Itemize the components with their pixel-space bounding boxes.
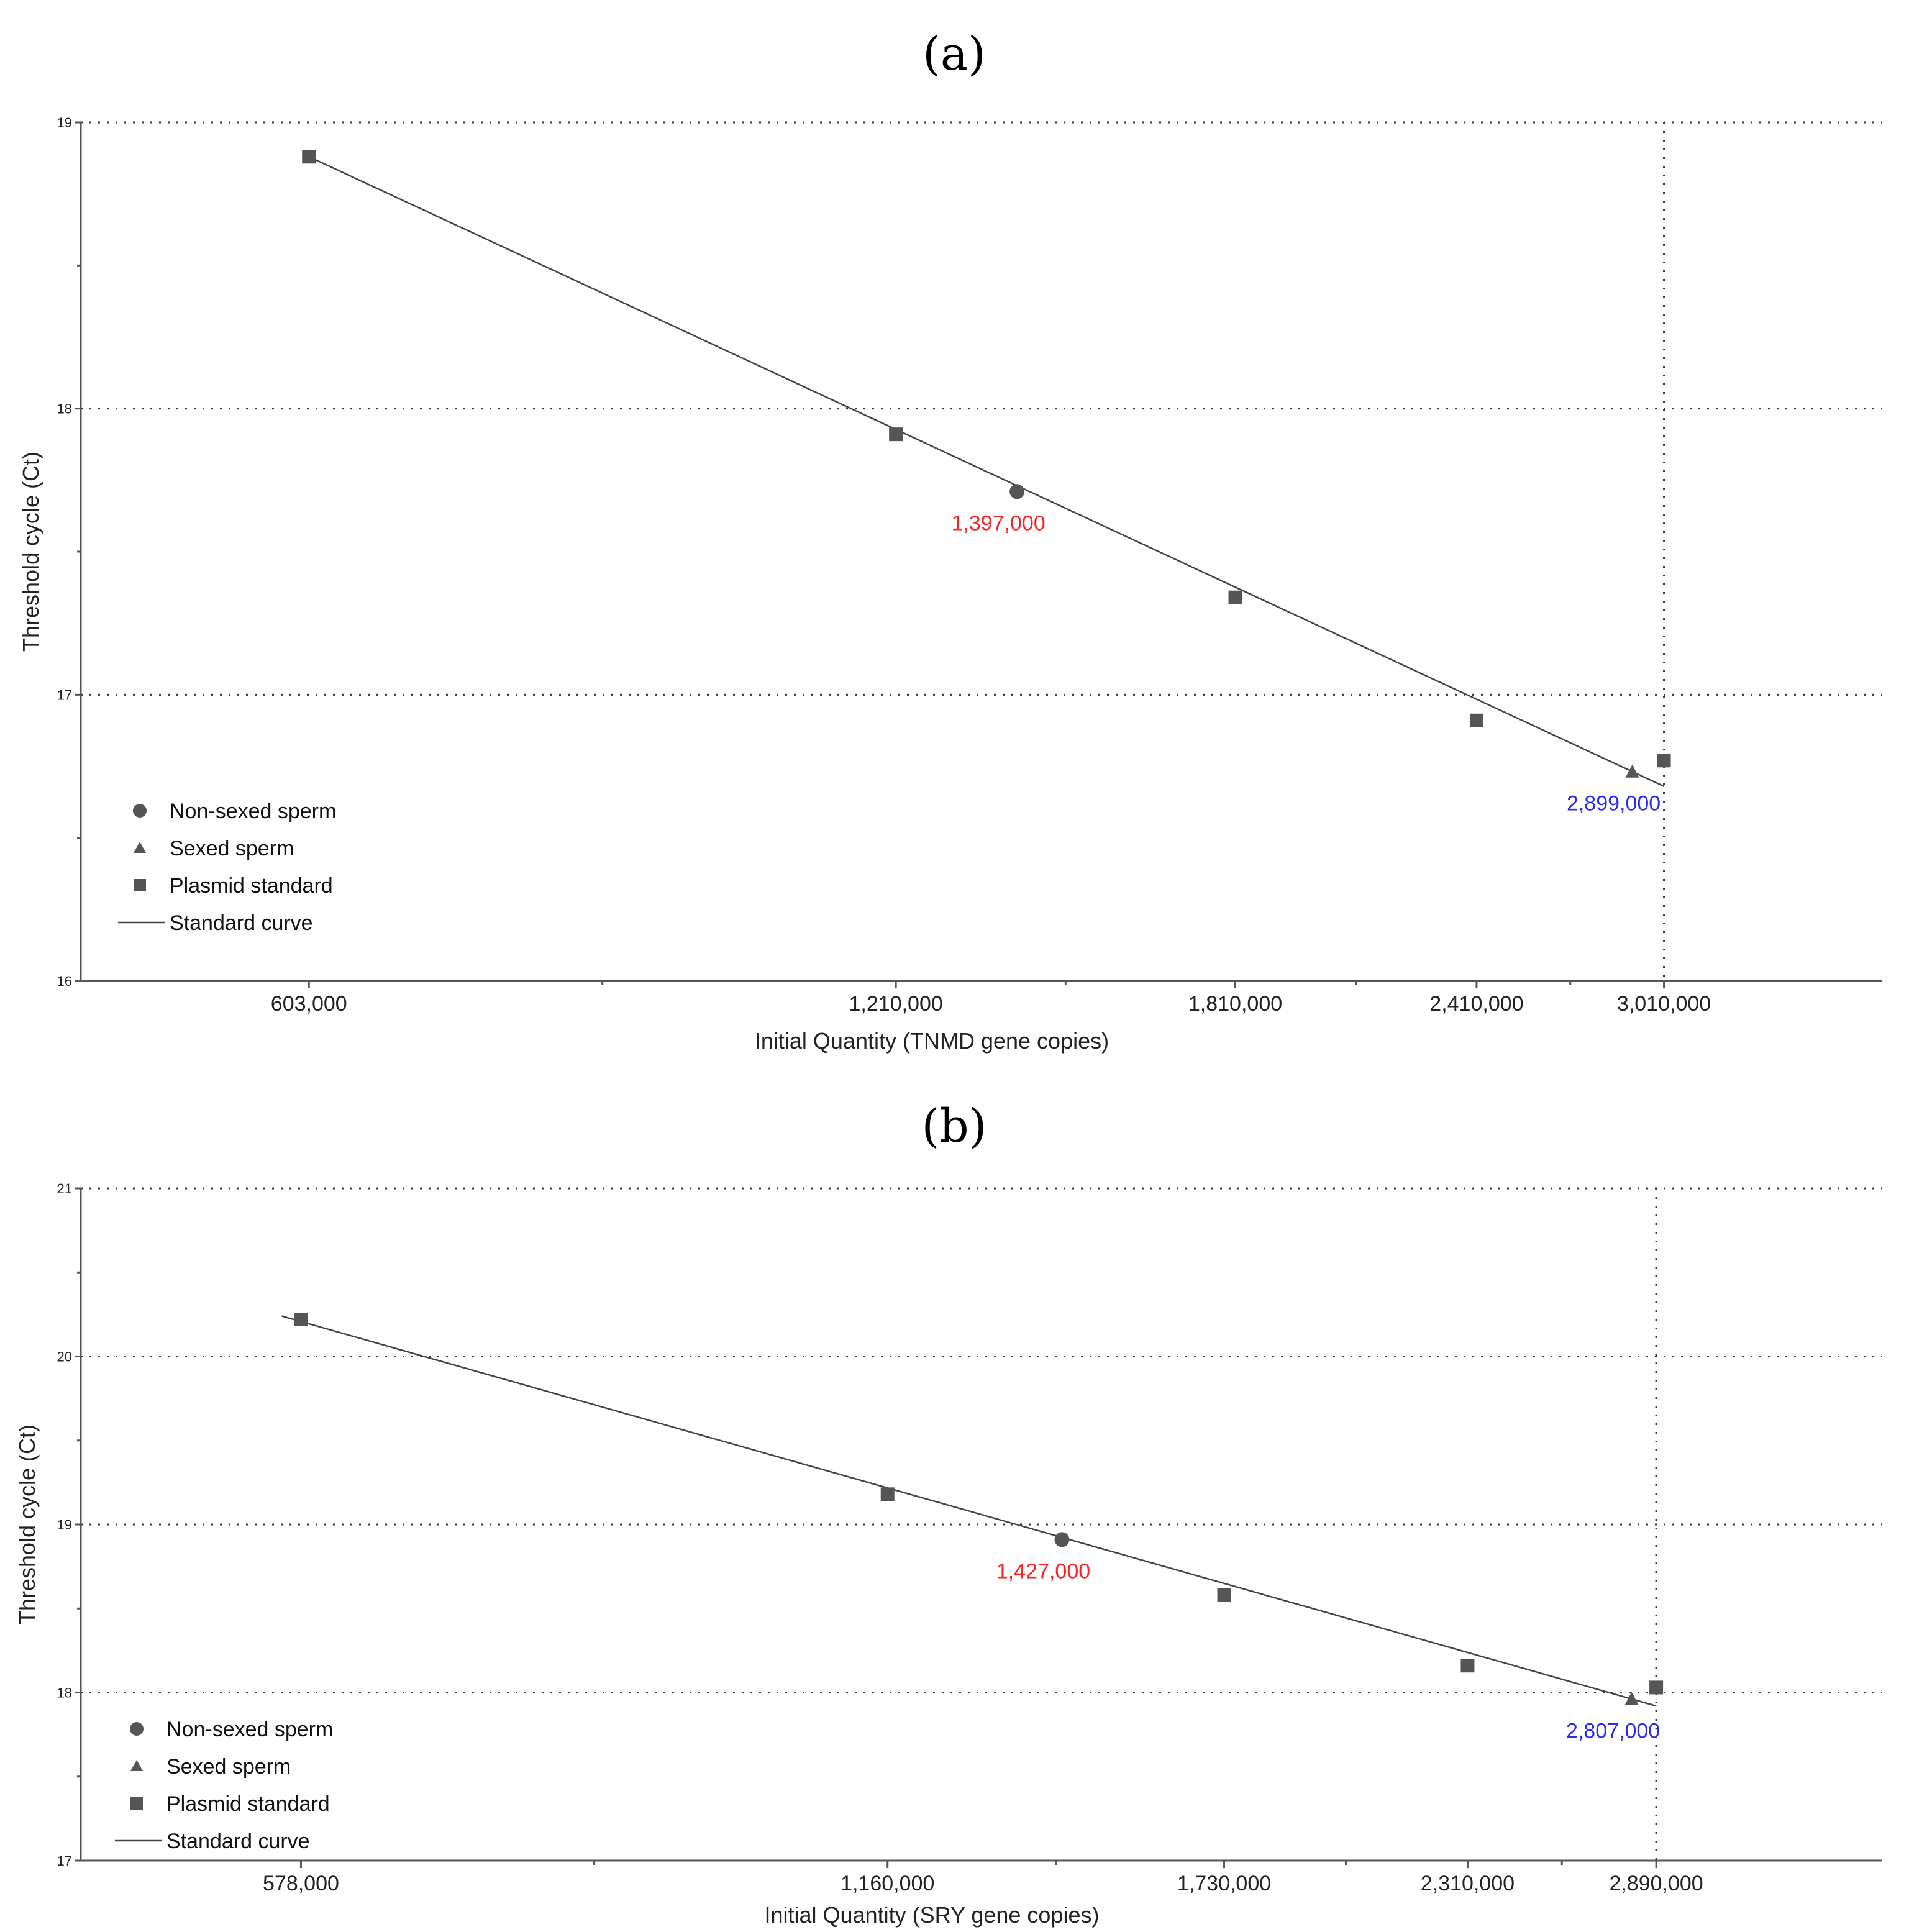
plasmid-standard-point-3 xyxy=(1460,1659,1475,1673)
y-tick-label-1: 18 xyxy=(57,1685,72,1701)
x-axis-title: Initial Quantity (SRY gene copies) xyxy=(765,1902,1100,1928)
plasmid-standard-point-4 xyxy=(1649,1680,1664,1695)
legend-label-3: Standard curve xyxy=(166,1829,310,1853)
y-tick-label-0: 17 xyxy=(57,1853,72,1869)
legend-square-icon xyxy=(130,1797,143,1810)
standard-curve-line xyxy=(308,156,1665,787)
plasmid-standard-point-0 xyxy=(294,1312,308,1326)
plasmid-standard-point-4 xyxy=(1657,754,1671,768)
x-tick-label-1: 1,210,000 xyxy=(849,992,943,1016)
legend-label-2: Plasmid standard xyxy=(166,1792,330,1816)
chart-b: 17 18 19 20 21 578,000 1,160,000 1,730,000 2,310… xyxy=(14,1181,1882,1928)
legend-label-0: Non-sexed sperm xyxy=(170,800,336,823)
y-tick-label-2: 18 xyxy=(57,401,72,417)
plasmid-standard-point-2 xyxy=(1217,1588,1231,1602)
x-tick-label-0: 578,000 xyxy=(263,1872,339,1895)
legend-triangle-icon xyxy=(130,1760,143,1771)
x-tick-label-3: 2,310,000 xyxy=(1421,1872,1515,1895)
non-sexed-value-label: 1,397,000 xyxy=(951,511,1045,535)
y-tick-label-1: 17 xyxy=(57,687,72,703)
plasmid-standard-point-1 xyxy=(880,1487,895,1501)
legend-circle-icon xyxy=(133,804,147,818)
non-sexed-value-label: 1,427,000 xyxy=(996,1559,1090,1583)
legend-label-0: Non-sexed sperm xyxy=(166,1718,333,1741)
x-axis-title: Initial Quantity (TNMD gene copies) xyxy=(755,1028,1109,1054)
plasmid-standard-point-3 xyxy=(1469,713,1483,727)
y-tick-label-2: 19 xyxy=(57,1517,72,1533)
y-tick-label-0: 16 xyxy=(57,973,72,989)
standard-curve-line xyxy=(281,1315,1657,1707)
sexed-sperm-point xyxy=(1625,764,1639,778)
legend-label-3: Standard curve xyxy=(170,911,313,935)
sexed-value-label: 2,807,000 xyxy=(1566,1719,1660,1743)
legend-label-1: Sexed sperm xyxy=(170,837,294,860)
y-tick-label-3: 20 xyxy=(57,1349,72,1365)
panel-b-label: (b) xyxy=(921,1100,986,1153)
x-tick-label-4: 3,010,000 xyxy=(1617,992,1711,1016)
y-tick-label-3: 19 xyxy=(57,115,72,130)
sexed-sperm-point xyxy=(1624,1692,1639,1705)
non-sexed-sperm-point xyxy=(1009,484,1025,499)
legend-label-1: Sexed sperm xyxy=(166,1755,291,1779)
x-tick-label-2: 1,810,000 xyxy=(1188,992,1282,1016)
sexed-value-label: 2,899,000 xyxy=(1567,792,1661,816)
x-tick-label-0: 603,000 xyxy=(271,992,347,1016)
legend-triangle-icon xyxy=(134,842,146,853)
non-sexed-sperm-point xyxy=(1054,1532,1070,1547)
plasmid-standard-point-0 xyxy=(302,150,316,164)
legend-square-icon xyxy=(134,879,146,891)
chart-a: 16 17 18 19 603,000 1,210,000 1,810,000 2,410,0… xyxy=(18,115,1882,1054)
plasmid-standard-point-1 xyxy=(889,427,903,442)
x-tick-label-1: 1,160,000 xyxy=(841,1872,934,1895)
y-tick-label-4: 21 xyxy=(57,1181,72,1196)
y-axis-title: Threshold cycle (Ct) xyxy=(18,452,43,652)
plasmid-standard-point-2 xyxy=(1228,590,1242,604)
panel-a-label: (a) xyxy=(923,27,986,81)
legend-label-2: Plasmid standard xyxy=(170,874,333,898)
x-tick-label-2: 1,730,000 xyxy=(1177,1872,1271,1895)
legend-circle-icon xyxy=(130,1722,144,1736)
x-tick-label-4: 2,890,000 xyxy=(1609,1872,1703,1895)
x-tick-label-3: 2,410,000 xyxy=(1429,992,1523,1016)
y-axis-title: Threshold cycle (Ct) xyxy=(14,1424,40,1624)
